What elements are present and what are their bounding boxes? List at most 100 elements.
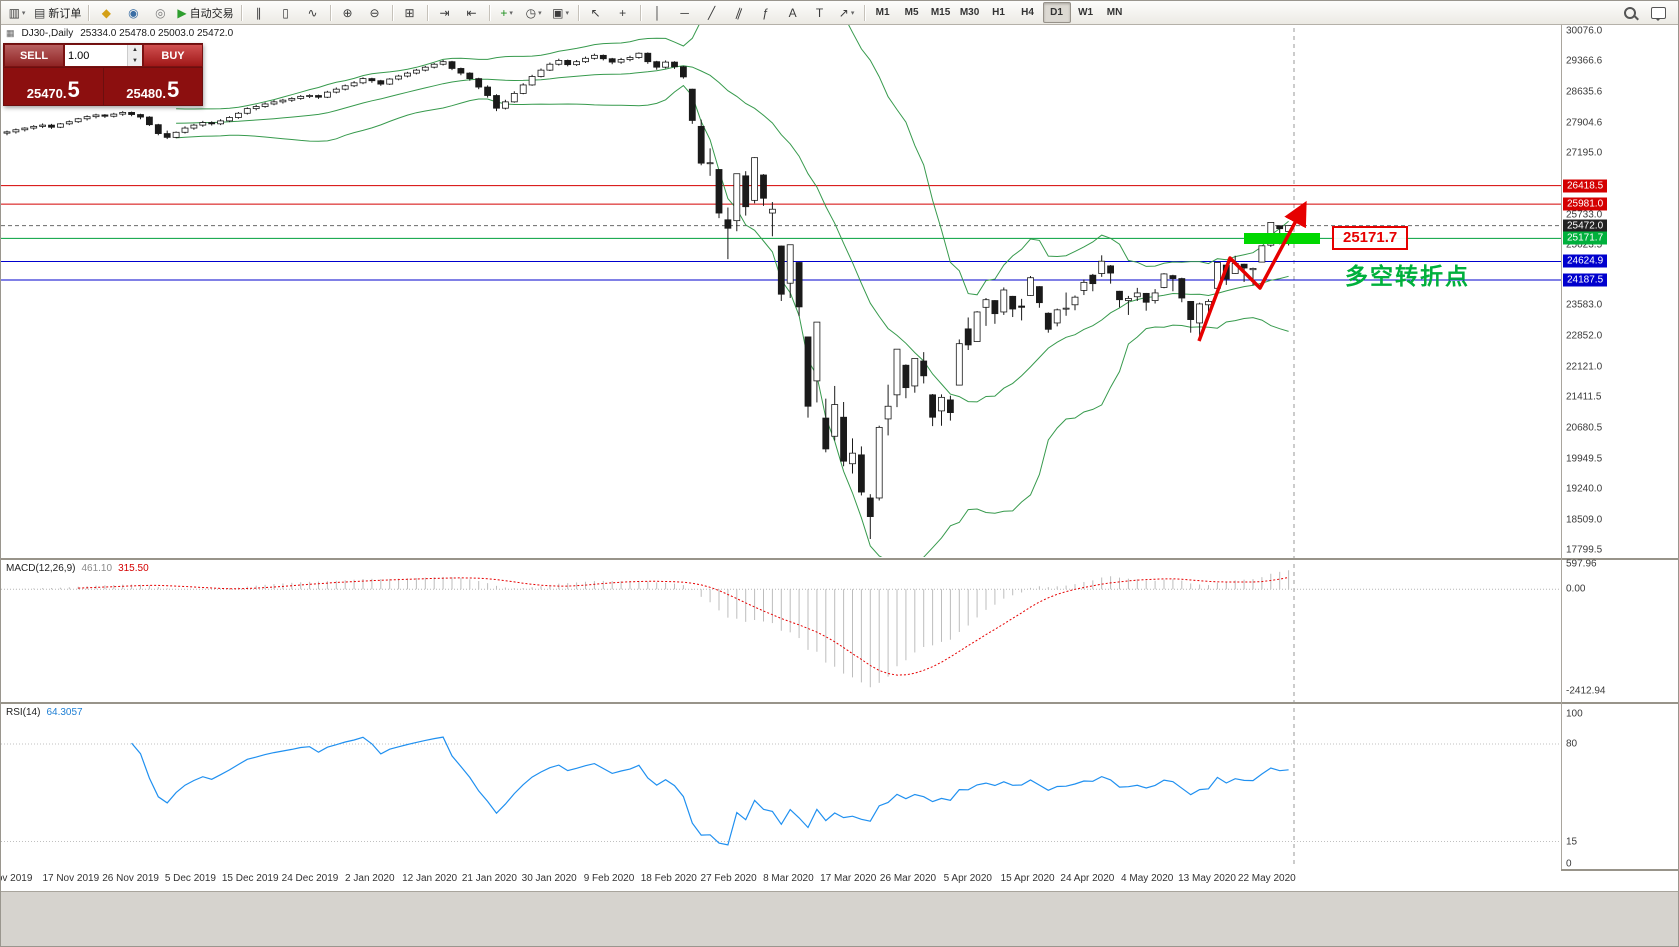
price-badge: 24624.9: [1563, 254, 1608, 268]
time-axis-label: 21 Jan 2020: [461, 873, 517, 884]
bar-chart-button[interactable]: ∥: [246, 2, 272, 23]
highlight-zone[interactable]: [1244, 233, 1320, 244]
text-icon: A: [788, 5, 797, 20]
time-axis-label: 22 May 2020: [1237, 873, 1296, 884]
search-icon: [1624, 6, 1636, 19]
symbol-period-label: DJ30-,Daily: [21, 28, 74, 39]
periods-button[interactable]: ◷ ▾: [521, 2, 547, 23]
autotrading-button[interactable]: ▶ 自动交易: [174, 2, 236, 23]
horizontal-line-button[interactable]: ─: [672, 2, 698, 23]
indicators-button[interactable]: + ▾: [494, 2, 520, 23]
panel-separator[interactable]: [1, 558, 1678, 561]
sell-button[interactable]: SELL: [4, 44, 64, 67]
sell-price-main: 25470.: [26, 86, 67, 101]
search-button[interactable]: [1617, 2, 1643, 23]
price-callout[interactable]: 25171.7: [1332, 226, 1409, 250]
volume-increase-button[interactable]: ▲: [128, 45, 142, 56]
arrow-shapes-icon: ↗: [838, 5, 849, 20]
profile-icon: ◉: [128, 5, 139, 20]
toolbar-left-groups: ▥ ▾ ▤ 新订单 ◆ ◉ ◎ ▶ 自动交易 ∥ ▯ ∿ ⊕ ⊖ ⊞ ⇥ ⇤ + ▾ ◷ ▾ ▣ ▾ ↖ + │ ─ ╱ ∥ ƒ A T ↗ ▾ M…: [4, 2, 1129, 23]
timeframe-m15[interactable]: M15: [930, 7, 951, 18]
tile-windows-icon: ⊞: [404, 5, 415, 20]
fibonacci-button[interactable]: ƒ: [753, 2, 779, 23]
timeframe-d1[interactable]: D1: [1042, 2, 1071, 23]
market-watch-button[interactable]: ◆: [93, 2, 119, 23]
arrows-button[interactable]: ↗ ▾: [834, 2, 860, 23]
crosshair-icon: +: [619, 5, 627, 20]
toolbar-separator: [391, 4, 393, 21]
vertical-line-icon: │: [653, 5, 662, 20]
price-badge: 25171.7: [1563, 231, 1608, 245]
time-axis-label: 26 Mar 2020: [879, 873, 937, 884]
trendline-button[interactable]: ╱: [699, 2, 725, 23]
price-badge: 24187.5: [1563, 273, 1608, 287]
cursor-button[interactable]: ↖: [583, 2, 609, 23]
label-button[interactable]: T: [807, 2, 833, 23]
panel-separator[interactable]: [1, 702, 1678, 705]
channel-icon: ∥: [733, 4, 744, 21]
time-axis-label: 15 Dec 2019: [221, 873, 279, 884]
timeframe-w1[interactable]: W1: [1078, 7, 1094, 18]
timeframe-mn[interactable]: MN: [1106, 7, 1123, 18]
buy-price: 25480. 5: [104, 68, 203, 105]
price-axis[interactable]: 30076.0 29366.6 28635.6 27904.6 27195.0 25733…: [1562, 24, 1678, 870]
zoom-out-button[interactable]: ⊖: [362, 2, 388, 23]
timeframe-h4[interactable]: H4: [1021, 7, 1034, 18]
dropdown-caret-icon: ▾: [850, 9, 855, 17]
chart-canvas[interactable]: [1, 1, 1679, 891]
trade-prices-row: 25470. 5 25480. 5: [4, 67, 202, 105]
autotrading-play-icon: ▶: [177, 5, 187, 20]
text-button[interactable]: A: [780, 2, 806, 23]
zoom-in-button[interactable]: ⊕: [335, 2, 361, 23]
autotrading-button-label: 自动交易: [189, 7, 234, 20]
volume-decrease-button[interactable]: ▼: [128, 55, 142, 66]
vertical-line-button[interactable]: │: [645, 2, 671, 23]
window-footer: [1, 891, 1678, 946]
volume-input[interactable]: [65, 45, 127, 66]
chat-button[interactable]: [1645, 2, 1671, 23]
new-order-button[interactable]: ▤ 新订单: [31, 2, 84, 23]
sell-price: 25470. 5: [4, 68, 103, 105]
macd-axis-label: 0.00: [1566, 583, 1586, 595]
buy-button[interactable]: BUY: [143, 44, 203, 67]
crosshair-button[interactable]: +: [610, 2, 636, 23]
time-axis-label: 8 Mar 2020: [763, 873, 814, 884]
trend-arrow[interactable]: [1197, 200, 1307, 342]
community-button[interactable]: ◎: [147, 2, 173, 23]
tile-windows-button[interactable]: ⊞: [397, 2, 423, 23]
price-divider: [102, 68, 104, 105]
price-axis-label: 19240.0: [1566, 483, 1603, 495]
toolbar-separator: [577, 4, 579, 21]
timeframe-m5[interactable]: M5: [904, 7, 919, 18]
candlestick-chart-button[interactable]: ▯: [273, 2, 299, 23]
time-axis-label: 12 Jan 2020: [402, 873, 458, 884]
channel-button[interactable]: ∥: [726, 2, 752, 23]
volume-stepper: ▲ ▼: [127, 45, 142, 66]
timeframe-m1[interactable]: M1: [875, 7, 890, 18]
price-axis-label: 18509.0: [1566, 514, 1603, 526]
price-axis-label: 22121.0: [1566, 361, 1603, 373]
macd-axis-label: 597.96: [1566, 558, 1597, 570]
dropdown-caret-icon: ▾: [538, 9, 542, 17]
buy-price-big-digit: 5: [167, 77, 180, 103]
auto-scroll-button[interactable]: ⇥: [432, 2, 458, 23]
zoom-out-icon: ⊖: [369, 5, 380, 20]
timeframe-m30[interactable]: M30: [959, 7, 980, 18]
time-axis-label: 5 Apr 2020: [943, 873, 992, 884]
dropdown-caret-icon: ▾: [565, 9, 569, 17]
new-chart-button[interactable]: ▥ ▾: [4, 2, 30, 23]
templates-button[interactable]: ▣ ▾: [548, 2, 574, 23]
chart-shift-button[interactable]: ⇤: [459, 2, 485, 23]
timeframe-h1[interactable]: H1: [992, 7, 1005, 18]
turning-point-label[interactable]: 多空转折点: [1345, 263, 1470, 289]
price-axis-label: 25733.0: [1566, 209, 1603, 221]
line-chart-button[interactable]: ∿: [300, 2, 326, 23]
price-axis-label: 19949.5: [1566, 453, 1603, 465]
profile-button[interactable]: ◉: [120, 2, 146, 23]
dropdown-caret-icon: ▾: [509, 9, 513, 17]
toolbar-separator: [329, 4, 331, 21]
candlestick-icon: ▯: [282, 5, 289, 20]
time-axis-label: 17 Mar 2020: [820, 873, 877, 884]
time-axis-label: 2 Jan 2020: [345, 873, 395, 884]
